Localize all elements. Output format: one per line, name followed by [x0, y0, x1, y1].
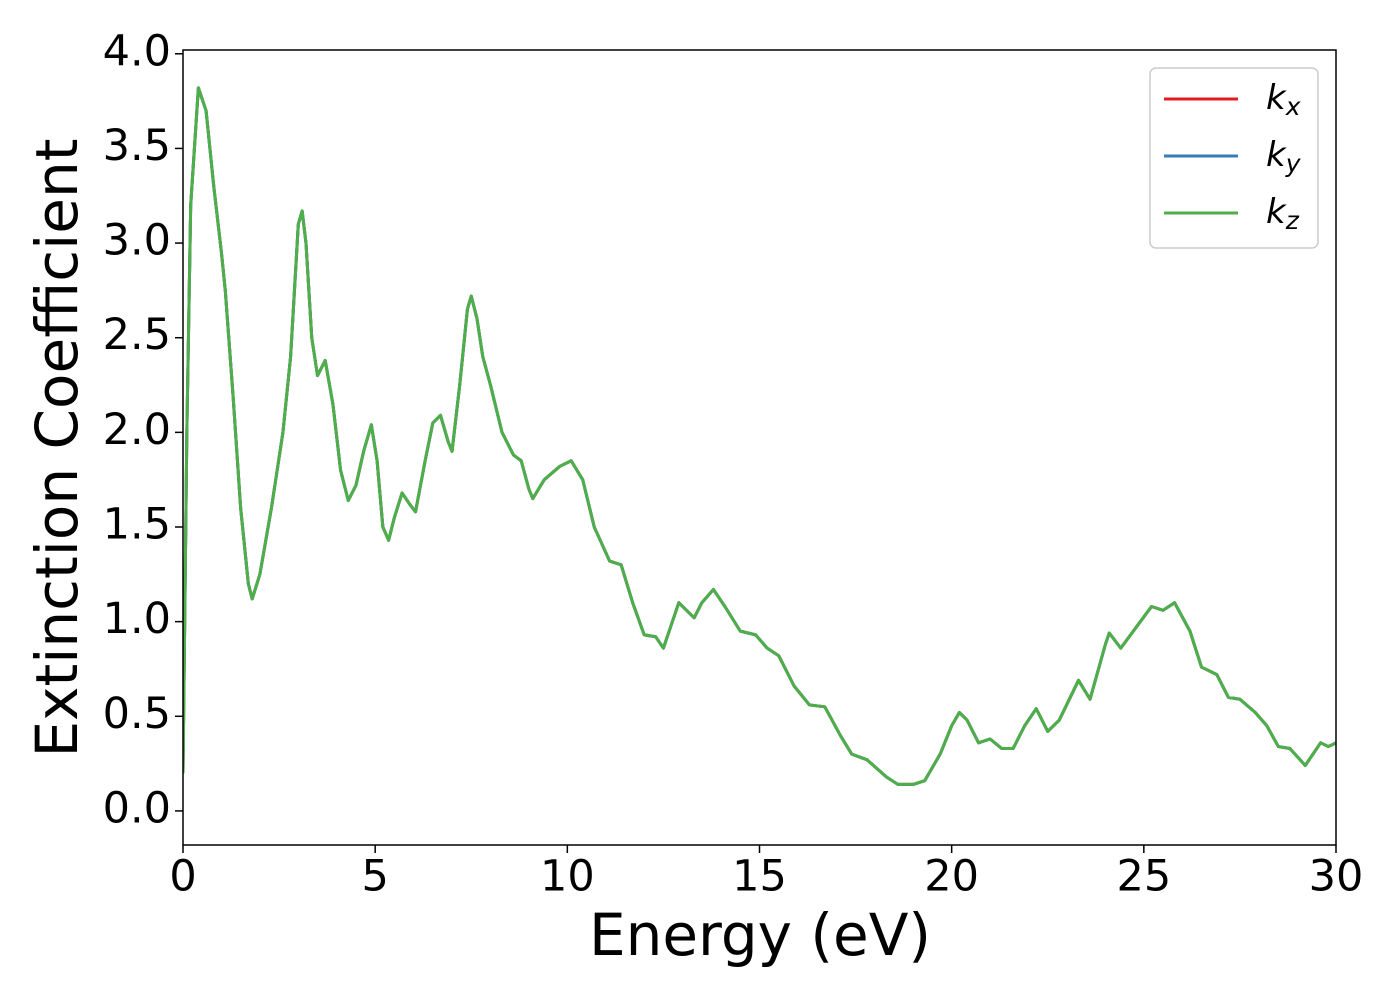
- plot-frame: [182, 49, 1337, 846]
- x-tick-label: 15: [732, 852, 787, 902]
- y-axis-label: Extinction Coefficient: [23, 139, 91, 758]
- x-tick-label: 25: [1116, 852, 1171, 902]
- x-tick-label: 5: [361, 852, 388, 902]
- legend-label: kz: [1266, 192, 1300, 236]
- x-tick-label: 10: [540, 852, 595, 902]
- y-tick-label: 1.5: [103, 500, 171, 550]
- x-tick-label: 30: [1309, 852, 1364, 902]
- y-tick-label: 1.0: [103, 594, 171, 644]
- y-tick-label: 3.5: [103, 121, 171, 171]
- x-tick-label: 20: [924, 852, 979, 902]
- legend-label: kx: [1266, 78, 1301, 122]
- y-tick-label: 2.0: [103, 405, 171, 455]
- legend-label: ky: [1266, 135, 1302, 179]
- x-tick-label: 0: [169, 852, 196, 902]
- y-tick-label: 0.5: [103, 689, 171, 739]
- y-tick-label: 2.5: [103, 310, 171, 360]
- x-axis-label: Energy (eV): [589, 901, 931, 969]
- y-tick-label: 4.0: [103, 26, 171, 76]
- legend-box: [1149, 67, 1319, 249]
- y-tick-label: 3.0: [103, 216, 171, 266]
- data-line: [183, 86, 1336, 786]
- y-tick-label: 0.0: [103, 783, 171, 833]
